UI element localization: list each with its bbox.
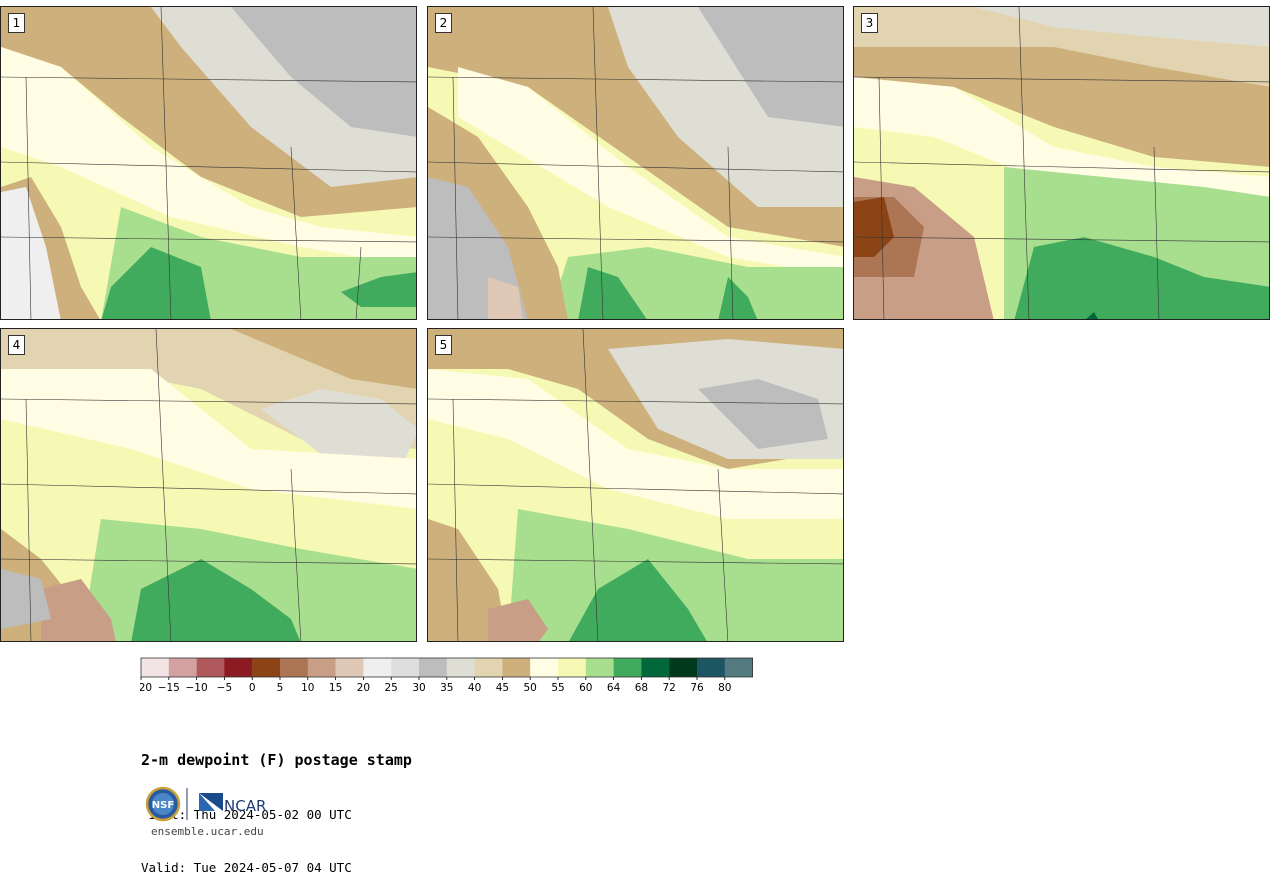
panel-number-label: 4 — [8, 335, 25, 355]
colorbar-tick-label: 15 — [329, 682, 342, 694]
colorbar-tick-label: 0 — [249, 682, 256, 694]
panel-number-label: 1 — [8, 13, 25, 33]
colorbar-swatch — [446, 658, 475, 677]
colorbar-tick-label: 30 — [412, 682, 425, 694]
colorbar-tick-label: 55 — [551, 682, 564, 694]
colorbar-swatch — [585, 658, 614, 677]
dewpoint-map-4 — [1, 329, 416, 641]
colorbar-tick-label: 25 — [385, 682, 398, 694]
panel-number-label: 3 — [861, 13, 878, 33]
panel-number-label: 2 — [435, 13, 452, 33]
colorbar-swatches — [140, 657, 753, 678]
colorbar-swatch — [141, 658, 169, 677]
colorbar-swatch — [641, 658, 670, 677]
colorbar-swatch — [168, 658, 197, 677]
site-url: ensemble.ucar.edu — [151, 825, 264, 838]
dewpoint-map-2 — [428, 7, 843, 319]
logos: NSF NCAR — [145, 786, 266, 822]
valid-time: Valid: Tue 2024-05-07 04 UTC — [141, 860, 352, 875]
colorbar-tick-label: 80 — [718, 682, 731, 694]
colorbar-tick-label: 5 — [277, 682, 284, 694]
colorbar-tick-label: 64 — [607, 682, 621, 694]
colorbar-swatch — [391, 658, 420, 677]
colorbar-tick-label: 50 — [524, 682, 537, 694]
map-title: 2-m dewpoint (F) postage stamp — [141, 751, 412, 769]
colorbar-swatch — [697, 658, 725, 677]
colorbar-swatch — [474, 658, 503, 677]
colorbar-ticks: −20 −15 −10 −5 0 5 10 15 20 25 30 35 40 45 50 55 60 64 68 7… — [140, 677, 731, 694]
colorbar-tick-label: 72 — [663, 682, 676, 694]
colorbar-swatch — [558, 658, 586, 677]
colorbar-swatch — [280, 658, 308, 677]
nsf-logo: NSF — [145, 786, 181, 822]
colorbar-swatch — [307, 658, 336, 677]
colorbar-swatch — [669, 658, 698, 677]
colorbar-tick-label: 68 — [635, 682, 648, 694]
colorbar-swatch — [224, 658, 253, 677]
colorbar-swatch — [252, 658, 281, 677]
dewpoint-map-3 — [854, 7, 1269, 319]
colorbar-swatch — [196, 658, 225, 677]
ncar-logo: NCAR — [199, 793, 266, 815]
colorbar-tick-label: 10 — [301, 682, 314, 694]
colorbar-tick-label: −20 — [140, 682, 152, 694]
colorbar-swatch — [363, 658, 392, 677]
map-panel-2[interactable]: 2 — [427, 6, 844, 320]
nsf-logo-text: NSF — [152, 800, 174, 811]
colorbar-tick-label: −5 — [217, 682, 232, 694]
colorbar-tick-label: 45 — [496, 682, 509, 694]
dewpoint-map-5 — [428, 329, 843, 641]
colorbar-tick-label: 60 — [579, 682, 592, 694]
colorbar-swatch — [335, 658, 364, 677]
colorbar-tick-label: 35 — [440, 682, 453, 694]
colorbar-tick-label: 40 — [468, 682, 481, 694]
map-panel-5[interactable]: 5 — [427, 328, 844, 642]
colorbar-tick-label: 20 — [357, 682, 370, 694]
colorbar-tick-label: 76 — [690, 682, 704, 694]
colorbar-swatch — [502, 658, 531, 677]
colorbar-swatch — [419, 658, 447, 677]
colorbar-swatch — [613, 658, 642, 677]
colorbar-swatch — [530, 658, 559, 677]
map-panel-3[interactable]: 3 — [853, 6, 1270, 320]
colorbar-tick-label: −15 — [158, 682, 180, 694]
dewpoint-map-1 — [1, 7, 416, 319]
map-panel-1[interactable]: 1 — [0, 6, 417, 320]
map-panel-4[interactable]: 4 — [0, 328, 417, 642]
colorbar-tick-label: −10 — [186, 682, 208, 694]
panel-number-label: 5 — [435, 335, 452, 355]
colorbar: −20 −15 −10 −5 0 5 10 15 20 25 30 35 40 45 50 55 60 64 68 7… — [140, 657, 753, 694]
ncar-logo-text: NCAR — [224, 797, 266, 815]
colorbar-swatch — [724, 658, 753, 677]
